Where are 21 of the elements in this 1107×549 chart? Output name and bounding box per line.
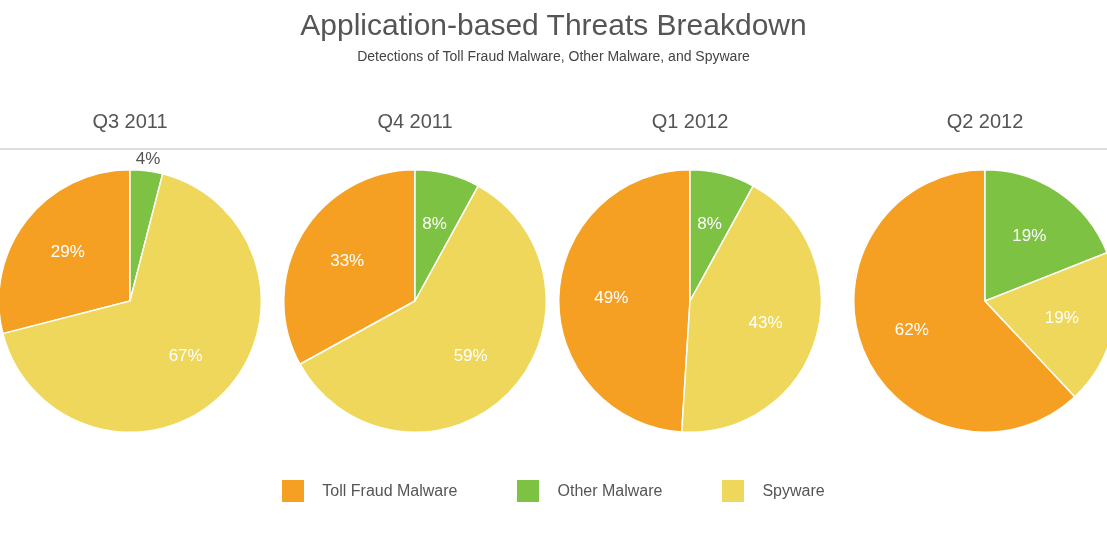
legend-label: Other Malware xyxy=(557,482,663,500)
legend-label: Toll Fraud Malware xyxy=(322,482,458,500)
data-label: 8% xyxy=(697,214,722,234)
legend-label: Spyware xyxy=(762,482,825,500)
data-label: 4% xyxy=(135,148,161,168)
text: Application-based Threats Breakdown xyxy=(299,8,808,42)
data-label: 19% xyxy=(1012,225,1047,245)
data-label: 62% xyxy=(894,319,929,339)
text: Detections of Toll Fraud Malware, Other Malware, and Spyware xyxy=(356,48,751,64)
chart-title: Q3 2011 xyxy=(91,110,169,134)
data-label: 19% xyxy=(1044,307,1079,327)
chart-title: Q1 2012 xyxy=(650,110,730,134)
data-label: 67% xyxy=(168,346,203,366)
chart-title: Q4 2011 xyxy=(376,110,454,134)
data-label: 8% xyxy=(422,214,447,234)
data-label: 43% xyxy=(748,312,783,332)
data-label: 59% xyxy=(453,346,488,366)
chart-title: Q2 2012 xyxy=(945,110,1025,134)
data-label: 33% xyxy=(330,250,365,270)
data-label: 29% xyxy=(50,242,85,262)
data-label: 49% xyxy=(594,288,629,308)
